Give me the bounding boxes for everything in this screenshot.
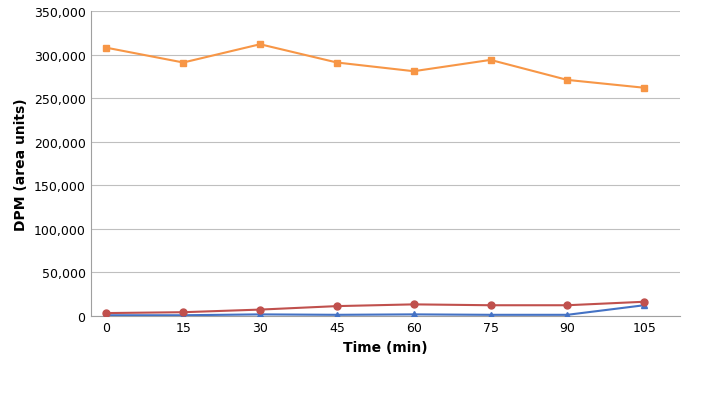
CPTH: [640, 303, 648, 308]
CPTH: [256, 312, 264, 317]
Legend: CAT, CPTH, OH-CAT: CAT, CPTH, OH-CAT: [231, 399, 540, 405]
CAT: [640, 86, 648, 91]
CAT: [333, 61, 341, 66]
CPTH: [333, 313, 341, 318]
OH-CAT: [409, 302, 418, 307]
CPTH: [486, 313, 495, 318]
Line: CAT: CAT: [103, 42, 648, 92]
CAT: [102, 46, 111, 51]
OH-CAT: [179, 310, 187, 315]
Y-axis label: DPM (area units): DPM (area units): [14, 98, 28, 230]
CAT: [409, 70, 418, 75]
X-axis label: Time (min): Time (min): [343, 340, 428, 354]
Line: CPTH: CPTH: [103, 302, 648, 319]
CPTH: [102, 313, 111, 318]
CPTH: [409, 312, 418, 317]
Line: OH-CAT: OH-CAT: [103, 298, 648, 317]
CAT: [563, 78, 571, 83]
OH-CAT: [486, 303, 495, 308]
CAT: [179, 61, 187, 66]
OH-CAT: [333, 304, 341, 309]
CAT: [486, 58, 495, 63]
OH-CAT: [563, 303, 571, 308]
OH-CAT: [256, 307, 264, 312]
CPTH: [179, 313, 187, 318]
CAT: [256, 43, 264, 47]
OH-CAT: [102, 311, 111, 316]
OH-CAT: [640, 300, 648, 305]
CPTH: [563, 313, 571, 318]
